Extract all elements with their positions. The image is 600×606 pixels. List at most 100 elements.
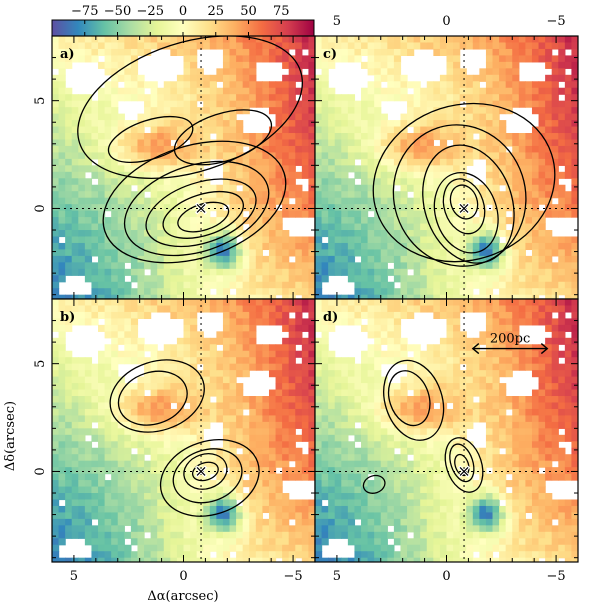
velocity-pixel (512, 152, 520, 160)
velocity-pixel (229, 42, 237, 50)
velocity-pixel (295, 396, 303, 404)
velocity-pixel (249, 551, 257, 559)
velocity-pixel (150, 486, 158, 494)
velocity-pixel (183, 36, 191, 44)
velocity-pixel (413, 281, 421, 289)
velocity-pixel (538, 223, 546, 231)
velocity-pixel (242, 288, 250, 296)
velocity-pixel (203, 544, 211, 552)
velocity-pixel (111, 81, 119, 89)
velocity-pixel (52, 191, 60, 199)
velocity-pixel (130, 428, 139, 436)
velocity-pixel (209, 262, 217, 270)
velocity-pixel (315, 107, 323, 115)
velocity-pixel (111, 133, 119, 141)
velocity-pixel (505, 74, 513, 82)
velocity-pixel (262, 441, 270, 449)
velocity-pixel (315, 230, 323, 238)
velocity-pixel (58, 324, 66, 332)
velocity-pixel (367, 217, 375, 225)
velocity-pixel (91, 557, 99, 562)
velocity-pixel (176, 204, 185, 212)
velocity-pixel (124, 36, 132, 44)
velocity-pixel (170, 81, 178, 89)
velocity-pixel (183, 81, 191, 89)
velocity-pixel (538, 36, 546, 44)
velocity-pixel (78, 158, 86, 166)
velocity-pixel (380, 268, 388, 276)
velocity-pixel (288, 538, 296, 546)
velocity-pixel (545, 74, 553, 82)
velocity-pixel (288, 299, 296, 307)
velocity-pixel (308, 145, 315, 154)
velocity-pixel (163, 152, 171, 160)
velocity-pixel (150, 230, 158, 238)
velocity-pixel (485, 113, 494, 121)
velocity-pixel (176, 275, 185, 283)
velocity-pixel (229, 350, 237, 358)
velocity-pixel (196, 294, 204, 299)
velocity-pixel (242, 158, 250, 166)
velocity-pixel (459, 268, 467, 276)
velocity-pixel (275, 402, 283, 410)
velocity-pixel (249, 55, 257, 63)
velocity-pixel (190, 389, 198, 397)
velocity-pixel (157, 94, 165, 102)
velocity-pixel (216, 460, 224, 468)
velocity-pixel (117, 126, 125, 134)
velocity-pixel (170, 447, 178, 455)
velocity-pixel (111, 158, 119, 166)
velocity-pixel (249, 242, 257, 251)
velocity-pixel (492, 74, 500, 82)
velocity-pixel (58, 68, 66, 76)
velocity-pixel (453, 294, 461, 299)
velocity-pixel (328, 191, 336, 199)
velocity-pixel (176, 357, 185, 365)
velocity-pixel (585, 236, 592, 243)
velocity-pixel (407, 145, 415, 154)
velocity-pixel (361, 165, 369, 173)
velocity-pixel (190, 191, 198, 199)
velocity-pixel (249, 74, 257, 82)
velocity-pixel (525, 262, 533, 270)
velocity-pixel (216, 191, 224, 199)
velocity-pixel (78, 152, 86, 160)
velocity-pixel (58, 421, 66, 429)
velocity-pixel (585, 36, 592, 43)
velocity-pixel (301, 255, 310, 263)
velocity-pixel (571, 262, 578, 270)
velocity-pixel (531, 210, 540, 218)
velocity-pixel (301, 421, 310, 429)
velocity-pixel (518, 242, 526, 251)
velocity-pixel (111, 191, 119, 199)
velocity-pixel (282, 499, 290, 507)
velocity-pixel (301, 113, 310, 121)
velocity-pixel (190, 145, 198, 154)
velocity-pixel (170, 87, 178, 95)
velocity-pixel (499, 281, 507, 289)
velocity-pixel (433, 158, 441, 166)
velocity-pixel (374, 113, 382, 121)
velocity-pixel (216, 133, 224, 141)
velocity-pixel (144, 518, 152, 526)
velocity-pixel (216, 557, 224, 562)
velocity-pixel (124, 512, 132, 520)
velocity-pixel (268, 217, 277, 225)
velocity-pixel (420, 223, 428, 231)
velocity-pixel (222, 486, 231, 494)
velocity-pixel (157, 447, 165, 455)
velocity-pixel (439, 281, 448, 289)
velocity-pixel (209, 344, 217, 352)
velocity-pixel (393, 36, 402, 44)
velocity-pixel (242, 434, 250, 442)
velocity-pixel (137, 94, 145, 102)
velocity-pixel (466, 191, 474, 199)
velocity-pixel (374, 55, 382, 63)
velocity-pixel (104, 551, 112, 559)
velocity-pixel (196, 428, 204, 436)
velocity-pixel (242, 441, 250, 449)
velocity-pixel (91, 120, 99, 128)
velocity-pixel (551, 113, 559, 121)
velocity-pixel (479, 120, 487, 128)
velocity-pixel (512, 268, 520, 276)
